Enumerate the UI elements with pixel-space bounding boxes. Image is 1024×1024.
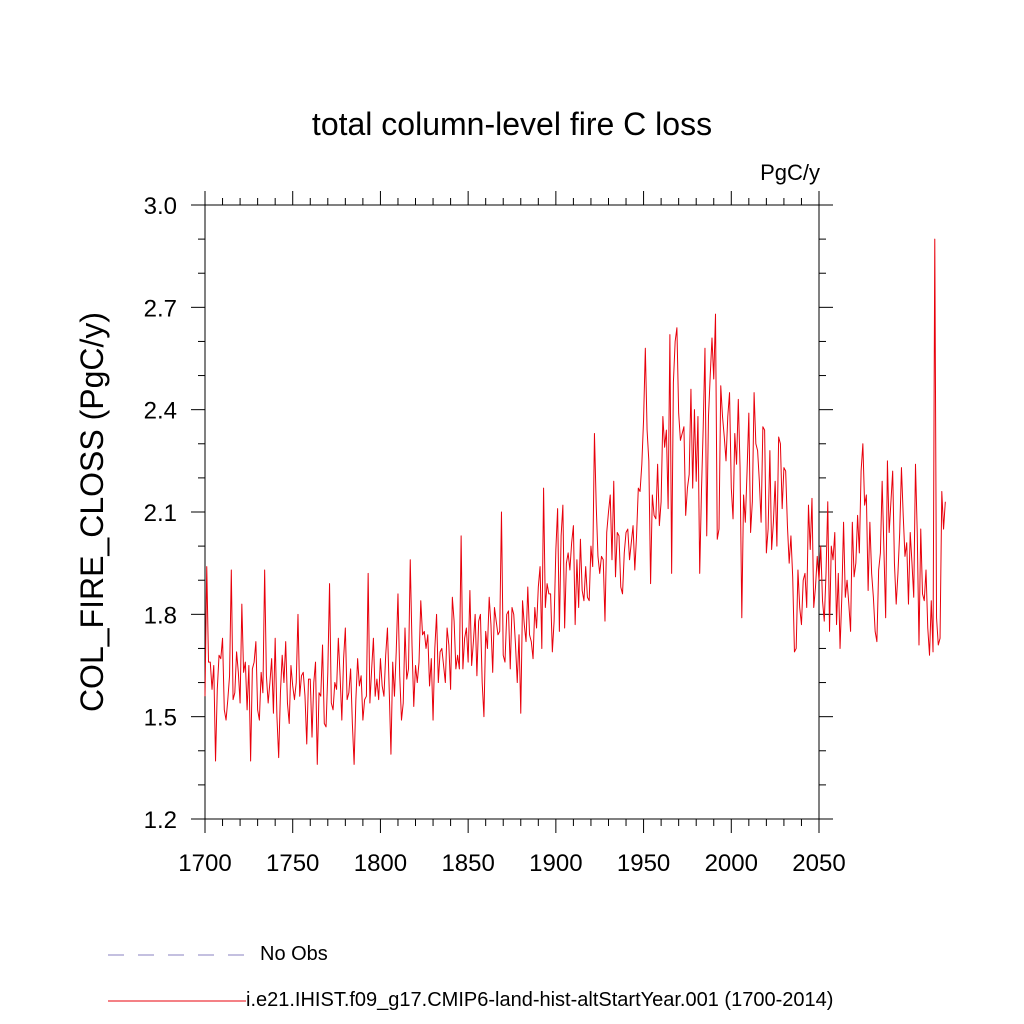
series-layer	[204, 238, 946, 765]
y-tick-label: 1.5	[144, 705, 177, 732]
axis-ticks	[191, 191, 833, 833]
x-tick-label: 1750	[266, 850, 319, 877]
x-tick-label: 1700	[178, 850, 231, 877]
y-tick-label: 3.0	[144, 193, 177, 220]
x-tick-label: 1850	[441, 850, 494, 877]
x-tick-label: 1950	[617, 850, 670, 877]
y-tick-label: 2.1	[144, 500, 177, 527]
y-tick-label: 1.2	[144, 807, 177, 834]
legend-label-no-obs: No Obs	[260, 943, 328, 965]
chart-title: total column-level fire C loss	[312, 106, 712, 142]
y-tick-label: 1.8	[144, 602, 177, 629]
legend: No Obs i.e21.IHIST.f09_g17.CMIP6-land-hi…	[108, 943, 833, 1011]
y-tick-label: 2.4	[144, 398, 177, 425]
x-tick-label: 1900	[529, 850, 582, 877]
y-tick-label: 2.7	[144, 295, 177, 322]
legend-label-model: i.e21.IHIST.f09_g17.CMIP6-land-hist-altS…	[246, 989, 833, 1011]
units-label: PgC/y	[760, 160, 820, 185]
x-tick-label: 2050	[792, 850, 845, 877]
x-tick-label: 1800	[354, 850, 407, 877]
y-axis-label: COL_FIRE_CLOSS (PgC/y)	[74, 312, 110, 712]
x-tick-label: 2000	[705, 850, 758, 877]
plot-frame	[204, 204, 820, 820]
series-line-0	[204, 238, 946, 765]
axis-tick-labels: 1700 1750 1800 1850 1900 1950 2000 2050 1.2 1.5 1.…	[144, 193, 846, 877]
